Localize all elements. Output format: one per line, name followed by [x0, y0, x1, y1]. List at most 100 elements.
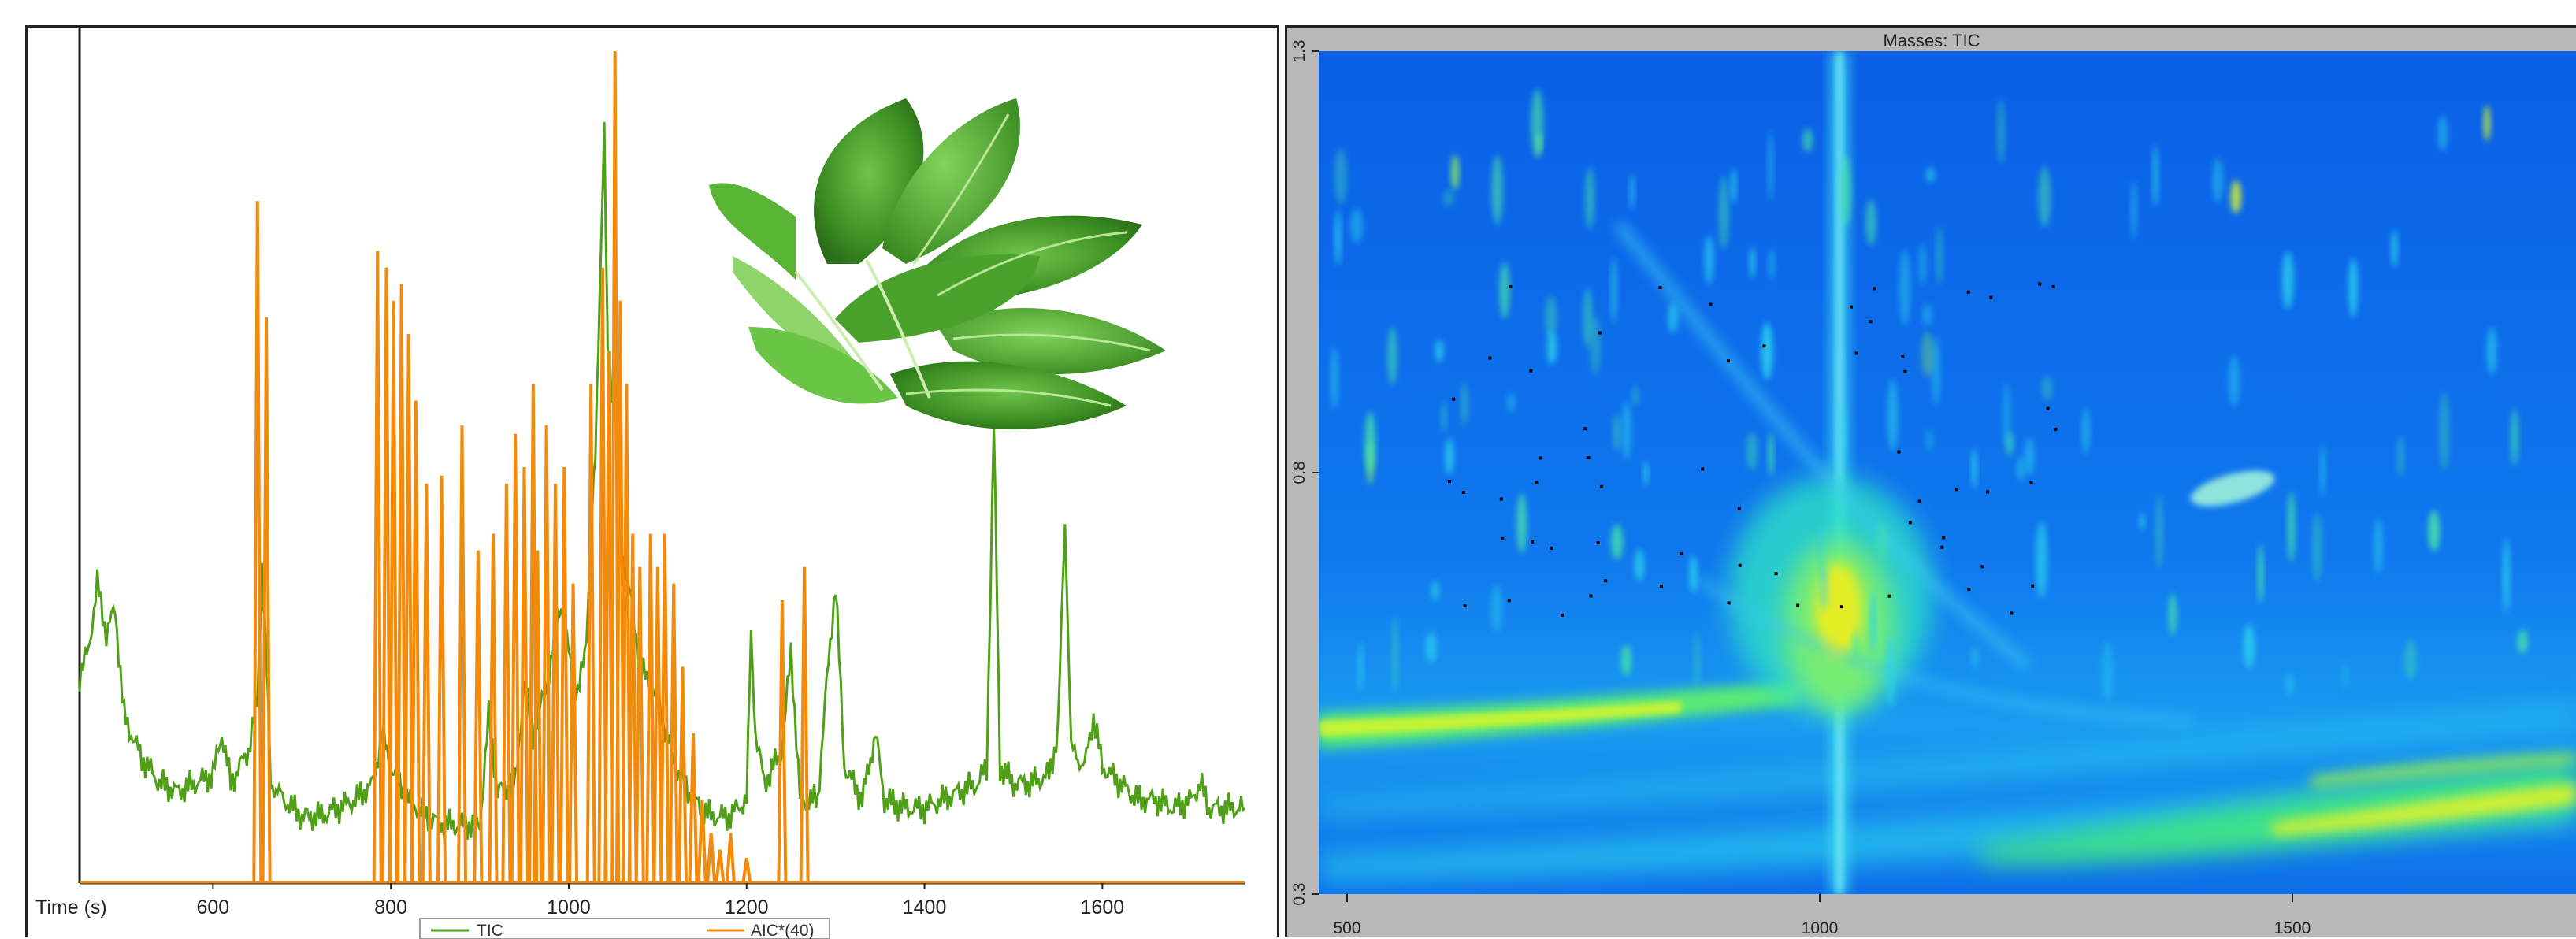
compound-streak	[1840, 154, 1851, 227]
compound-streak	[1997, 98, 2006, 165]
y-tick-label: 1.3	[1290, 39, 1308, 62]
compound-streak	[2139, 513, 2145, 530]
x-tick-label: 1600	[1081, 896, 1125, 919]
heatmap-surface	[1319, 51, 2576, 894]
compound-streak	[2281, 251, 2294, 310]
legend: TIC AIC*(40)	[419, 918, 830, 939]
compound-streak	[1768, 130, 1773, 202]
peak-marker	[1583, 427, 1587, 431]
peak-marker	[1599, 484, 1603, 488]
x-axis-label: Time (s)	[35, 896, 107, 919]
compound-streak	[1694, 633, 1700, 687]
compound-streak	[1450, 154, 1460, 190]
compound-streak	[1491, 155, 1503, 225]
aic-peak	[597, 267, 608, 884]
compound-streak	[2391, 229, 2398, 268]
compound-streak	[1547, 331, 1557, 365]
compound-streak	[1689, 555, 1698, 593]
compound-streak	[1918, 243, 1928, 285]
compound-streak	[2152, 145, 2158, 207]
peak-marker	[1501, 536, 1504, 540]
legend-label-tic: TIC	[477, 922, 503, 939]
compound-streak	[1431, 581, 1439, 601]
peak-marker	[1452, 397, 1456, 401]
peak-marker	[1529, 369, 1533, 373]
x-tick-label: 1000	[547, 896, 591, 919]
peak-marker	[1448, 480, 1451, 484]
peak-marker	[1989, 295, 1993, 299]
compound-streak	[2320, 445, 2325, 495]
compound-streaks	[1331, 89, 2528, 707]
peak-marker	[1869, 320, 1873, 324]
peak-marker	[2029, 481, 2033, 484]
compound-streak	[2374, 518, 2383, 574]
aic-peak	[621, 384, 632, 884]
aic-peak	[585, 384, 596, 884]
x-tick-label: 500	[1333, 919, 1360, 937]
compound-streak	[2503, 537, 2510, 613]
compound-streak	[1887, 379, 1898, 451]
x-tick-labels: 500 1000 1500	[1333, 894, 2311, 937]
peak-marker	[1887, 594, 1891, 598]
peak-marker	[1966, 290, 1970, 294]
x-tick-label: 600	[196, 896, 229, 919]
peak-marker	[1488, 356, 1492, 360]
compound-streak	[1819, 524, 1825, 581]
compound-streak	[1971, 646, 1980, 668]
compound-streak	[1590, 316, 1601, 375]
aic-peak	[634, 566, 645, 884]
compound-streak	[2036, 521, 2047, 598]
compound-streak	[1425, 632, 1437, 663]
legend-label-aic: AIC*(40)	[751, 922, 815, 939]
aic-peak	[381, 267, 392, 884]
compound-streak	[1761, 322, 1773, 380]
compound-streak	[2169, 593, 2177, 636]
compound-streak	[1516, 493, 1527, 553]
compound-streak	[1865, 199, 1876, 246]
peak-marker	[1849, 305, 1853, 309]
compound-streak	[2348, 258, 2358, 318]
compound-streak	[2258, 544, 2264, 603]
compound-streak	[1350, 208, 1363, 243]
compound-streak	[2285, 673, 2294, 696]
aic-peak	[372, 251, 383, 884]
peak-marker	[2031, 584, 2035, 588]
compound-streak	[1613, 414, 1620, 451]
heatmap-background	[1319, 51, 2576, 894]
aic-peak	[568, 583, 579, 884]
aic-peak	[668, 583, 679, 884]
compound-streak	[1334, 148, 1347, 205]
x-tick-label: 1000	[1802, 919, 1839, 937]
aic-peak	[457, 425, 467, 884]
compound-streak	[1611, 524, 1624, 559]
compound-streak	[1932, 336, 1940, 406]
compound-streak	[1704, 235, 1714, 284]
compound-streak	[1629, 173, 1635, 210]
peak-marker	[1854, 351, 1858, 355]
x-tick-labels: 600 800 1000 1200 1400 1600	[196, 883, 1124, 919]
aic-peak	[501, 484, 512, 884]
compound-streak	[1443, 189, 1454, 206]
compound-streak	[1435, 340, 1444, 362]
peak-marker	[1908, 521, 1912, 525]
heatmap-chart: Masses: TIC	[1290, 31, 2576, 937]
peak-marker	[2051, 284, 2055, 288]
aic-peak	[627, 533, 638, 884]
tic-plot-area	[78, 50, 1246, 884]
peak-marker	[1550, 546, 1553, 550]
compound-streak	[2038, 166, 2051, 228]
compound-streak	[1876, 522, 1888, 560]
aic-peak	[550, 484, 561, 884]
peak-marker	[1897, 450, 1901, 454]
aic-peak	[715, 849, 726, 884]
peak-marker	[1587, 456, 1591, 460]
y-tick-label: 0.8	[1290, 461, 1308, 484]
aic-peak	[706, 833, 717, 884]
compound-streak	[1750, 247, 1755, 279]
aic-peak	[659, 533, 670, 884]
compound-streak	[1634, 549, 1645, 581]
peak-marker	[1604, 579, 1608, 583]
compound-streak	[1802, 128, 1813, 153]
peak-marker	[1660, 585, 1663, 588]
compound-streak	[1870, 592, 1876, 654]
